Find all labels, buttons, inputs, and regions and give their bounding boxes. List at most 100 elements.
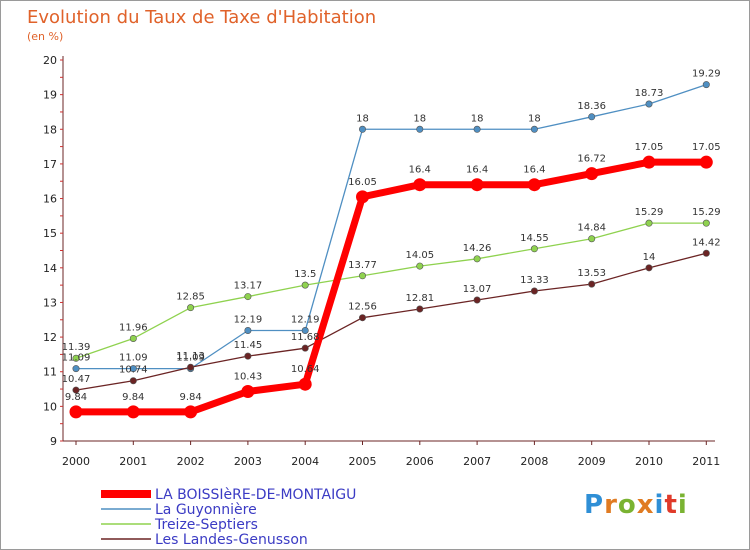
data-label: 15.29 xyxy=(635,207,664,218)
x-tick-label: 2004 xyxy=(291,455,319,468)
data-point xyxy=(129,365,137,373)
y-tick-label: 10 xyxy=(43,400,57,413)
x-tick-label: 2000 xyxy=(62,455,90,468)
data-label: 16.05 xyxy=(348,177,377,188)
data-point xyxy=(642,155,656,169)
data-label: 14.05 xyxy=(405,250,434,261)
data-label: 18 xyxy=(356,113,369,124)
data-label: 12.19 xyxy=(291,315,320,326)
data-label: 17.05 xyxy=(635,142,664,153)
data-point xyxy=(358,125,366,133)
y-tick-label: 15 xyxy=(43,227,57,240)
data-label: 13.53 xyxy=(577,268,606,279)
data-point xyxy=(530,287,538,295)
data-label: 17.05 xyxy=(692,142,721,153)
data-point xyxy=(416,125,424,133)
legend-label: La Guyonnière xyxy=(155,502,257,518)
data-label: 10.64 xyxy=(291,364,320,375)
x-tick-label: 2008 xyxy=(520,455,548,468)
data-point xyxy=(244,327,252,335)
data-point xyxy=(645,100,653,108)
data-label: 11.09 xyxy=(176,353,205,364)
data-point xyxy=(72,365,80,373)
logo-letter: o xyxy=(617,490,637,520)
data-point xyxy=(129,334,137,342)
data-point xyxy=(72,354,80,362)
x-tick-label: 2006 xyxy=(406,455,434,468)
proxiti-logo: Proxiti xyxy=(584,490,688,520)
data-label: 11.09 xyxy=(62,353,91,364)
data-label: 16.4 xyxy=(466,165,488,176)
data-label: 14.84 xyxy=(577,223,606,234)
data-point xyxy=(298,377,312,391)
data-point xyxy=(416,305,424,313)
data-label: 12.81 xyxy=(405,293,434,304)
data-label: 18.36 xyxy=(577,101,606,112)
x-tick-label: 2003 xyxy=(234,455,262,468)
logo-letter: t xyxy=(664,490,678,520)
data-point xyxy=(702,219,710,227)
logo-letter: r xyxy=(604,490,618,520)
data-point xyxy=(69,405,83,419)
data-point xyxy=(473,296,481,304)
data-label: 13.5 xyxy=(294,269,316,280)
data-point xyxy=(527,178,541,192)
data-label: 12.56 xyxy=(348,302,377,313)
legend-label: LA BOISSIèRE-DE-MONTAIGU xyxy=(155,487,356,503)
y-tick-label: 20 xyxy=(43,54,57,67)
y-tick-label: 16 xyxy=(43,193,57,206)
data-point xyxy=(588,235,596,243)
x-tick-label: 2010 xyxy=(635,455,663,468)
series-line-2 xyxy=(75,252,707,391)
data-point xyxy=(470,178,484,192)
data-point xyxy=(187,363,195,371)
data-point xyxy=(473,125,481,133)
y-tick-label: 18 xyxy=(43,123,57,136)
data-point xyxy=(530,125,538,133)
data-label: 18 xyxy=(528,113,541,124)
series-line-3 xyxy=(76,158,707,416)
data-label: 11.13 xyxy=(176,351,205,362)
x-tick-label: 2009 xyxy=(578,455,606,468)
data-label: 9.84 xyxy=(65,392,87,403)
y-tick-label: 17 xyxy=(43,158,57,171)
data-point xyxy=(588,113,596,121)
data-label: 16.4 xyxy=(409,165,431,176)
data-label: 10.47 xyxy=(62,374,91,385)
x-tick-label: 2007 xyxy=(463,455,491,468)
y-tick-label: 13 xyxy=(43,296,57,309)
data-label: 15.29 xyxy=(692,207,721,218)
data-label: 14.26 xyxy=(463,243,492,254)
x-tick-label: 2001 xyxy=(119,455,147,468)
series-line-1 xyxy=(75,222,707,359)
data-point xyxy=(72,386,80,394)
legend-label: Les Landes-Genusson xyxy=(155,532,308,548)
data-label: 11.39 xyxy=(62,342,91,353)
logo-letter: P xyxy=(584,490,605,520)
data-label: 9.84 xyxy=(179,392,201,403)
data-point xyxy=(645,264,653,272)
data-point xyxy=(702,249,710,257)
data-point xyxy=(356,190,369,204)
data-label: 13.77 xyxy=(348,260,377,271)
data-point xyxy=(416,262,424,270)
data-point xyxy=(129,377,137,385)
data-point xyxy=(473,255,481,263)
data-point xyxy=(126,405,140,419)
series-lines xyxy=(69,81,713,419)
y-tick-label: 12 xyxy=(43,331,57,344)
logo-letter: i xyxy=(654,490,665,520)
y-tick-label: 11 xyxy=(43,366,57,379)
data-point xyxy=(244,293,252,301)
data-label: 10.74 xyxy=(119,365,148,376)
chart-title: Evolution du Taux de Taxe d'Habitation xyxy=(27,7,377,28)
x-tick-label: 2011 xyxy=(692,455,720,468)
data-point xyxy=(702,81,710,89)
logo-letter: i xyxy=(677,490,688,520)
data-point xyxy=(244,352,252,360)
y-tick-label: 14 xyxy=(43,262,57,275)
data-label: 11.09 xyxy=(119,353,148,364)
